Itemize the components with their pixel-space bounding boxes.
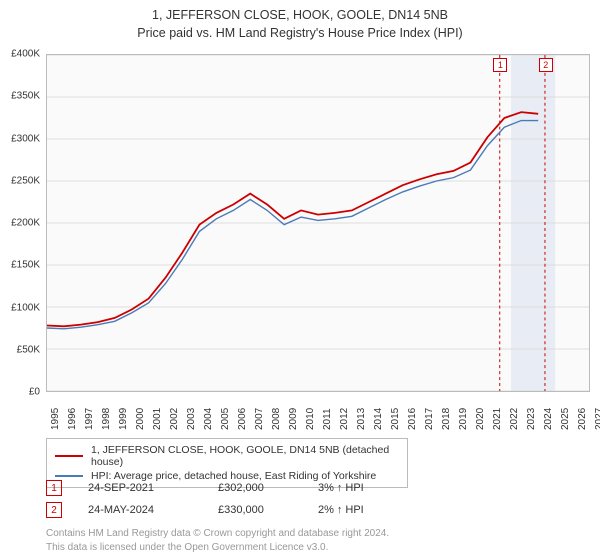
x-tick-label: 2014 (373, 408, 379, 430)
transaction-price: £330,000 (218, 504, 318, 516)
transaction-marker-box: 2 (46, 502, 62, 518)
chart-svg (47, 55, 589, 391)
x-tick-label: 2016 (407, 408, 413, 430)
x-tick-label: 1999 (118, 408, 124, 430)
x-tick-label: 2015 (390, 408, 396, 430)
x-tick-label: 2006 (237, 408, 243, 430)
delta-label: HPI (345, 504, 363, 516)
series-property (47, 112, 538, 326)
legend-swatch (55, 455, 83, 457)
y-tick-label: £350K (11, 91, 40, 102)
arrow-up-icon: ↑ (337, 482, 343, 494)
y-axis: £0£50K£100K£150K£200K£250K£300K£350K£400… (0, 54, 44, 392)
y-tick-label: £50K (17, 344, 40, 355)
y-tick-label: £250K (11, 175, 40, 186)
y-tick-label: £400K (11, 49, 40, 60)
x-tick-label: 2021 (492, 408, 498, 430)
x-tick-label: 1998 (101, 408, 107, 430)
x-tick-label: 2008 (271, 408, 277, 430)
x-tick-label: 2009 (288, 408, 294, 430)
transaction-date: 24-SEP-2021 (88, 482, 218, 494)
x-tick-label: 2013 (356, 408, 362, 430)
x-tick-label: 2023 (526, 408, 532, 430)
x-tick-label: 2002 (169, 408, 175, 430)
legend-item: 1, JEFFERSON CLOSE, HOOK, GOOLE, DN14 5N… (55, 443, 399, 469)
x-tick-label: 2011 (322, 408, 328, 430)
transaction-delta: 3%↑HPI (318, 482, 418, 494)
x-tick-label: 2007 (254, 408, 260, 430)
x-tick-label: 2020 (475, 408, 481, 430)
legend-swatch (55, 475, 83, 477)
attribution-line1: Contains HM Land Registry data © Crown c… (46, 527, 586, 541)
y-tick-label: £100K (11, 302, 40, 313)
delta-pct: 3% (318, 482, 334, 494)
attribution: Contains HM Land Registry data © Crown c… (46, 527, 586, 554)
x-tick-label: 2027 (594, 408, 600, 430)
x-tick-label: 2017 (424, 408, 430, 430)
transaction-row: 1 24-SEP-2021£302,0003%↑HPI (46, 480, 590, 496)
x-tick-label: 2003 (186, 408, 192, 430)
series-hpi (47, 121, 538, 329)
x-tick-label: 2001 (152, 408, 158, 430)
delta-label: HPI (345, 482, 363, 494)
plot-background (46, 54, 590, 392)
y-tick-label: £300K (11, 133, 40, 144)
marker-label: 2 (539, 58, 553, 72)
delta-pct: 2% (318, 504, 334, 516)
x-axis: 1995 1996 1997 1998 1999 2000 2001 2002 2003 2004… (46, 394, 590, 436)
x-tick-label: 2004 (203, 408, 209, 430)
x-tick-label: 1996 (67, 408, 73, 430)
transaction-price: £302,000 (218, 482, 318, 494)
x-tick-label: 2000 (135, 408, 141, 430)
x-tick-label: 2025 (560, 408, 566, 430)
arrow-up-icon: ↑ (337, 504, 343, 516)
x-tick-label: 1995 (50, 408, 56, 430)
x-tick-label: 2005 (220, 408, 226, 430)
marker-label: 1 (493, 58, 507, 72)
transaction-row: 2 24-MAY-2024£330,0002%↑HPI (46, 502, 590, 518)
x-tick-label: 2018 (441, 408, 447, 430)
y-tick-label: £150K (11, 260, 40, 271)
y-tick-label: £200K (11, 218, 40, 229)
x-tick-label: 2012 (339, 408, 345, 430)
attribution-line2: This data is licensed under the Open Gov… (46, 541, 586, 555)
chart-area: 12 (46, 54, 590, 392)
x-tick-label: 2026 (577, 408, 583, 430)
x-tick-label: 2010 (305, 408, 311, 430)
legend-label: 1, JEFFERSON CLOSE, HOOK, GOOLE, DN14 5N… (91, 444, 399, 468)
x-tick-label: 1997 (84, 408, 90, 430)
x-tick-label: 2019 (458, 408, 464, 430)
chart-title: 1, JEFFERSON CLOSE, HOOK, GOOLE, DN14 5N… (0, 0, 600, 22)
transaction-marker-box: 1 (46, 480, 62, 496)
chart-subtitle: Price paid vs. HM Land Registry's House … (0, 26, 600, 40)
x-tick-label: 2022 (509, 408, 515, 430)
y-tick-label: £0 (29, 387, 40, 398)
transaction-date: 24-MAY-2024 (88, 504, 218, 516)
x-tick-label: 2024 (543, 408, 549, 430)
transaction-delta: 2%↑HPI (318, 504, 418, 516)
transactions-table: 1 24-SEP-2021£302,0003%↑HPI 2 24-MAY-2024£3… (46, 480, 590, 524)
